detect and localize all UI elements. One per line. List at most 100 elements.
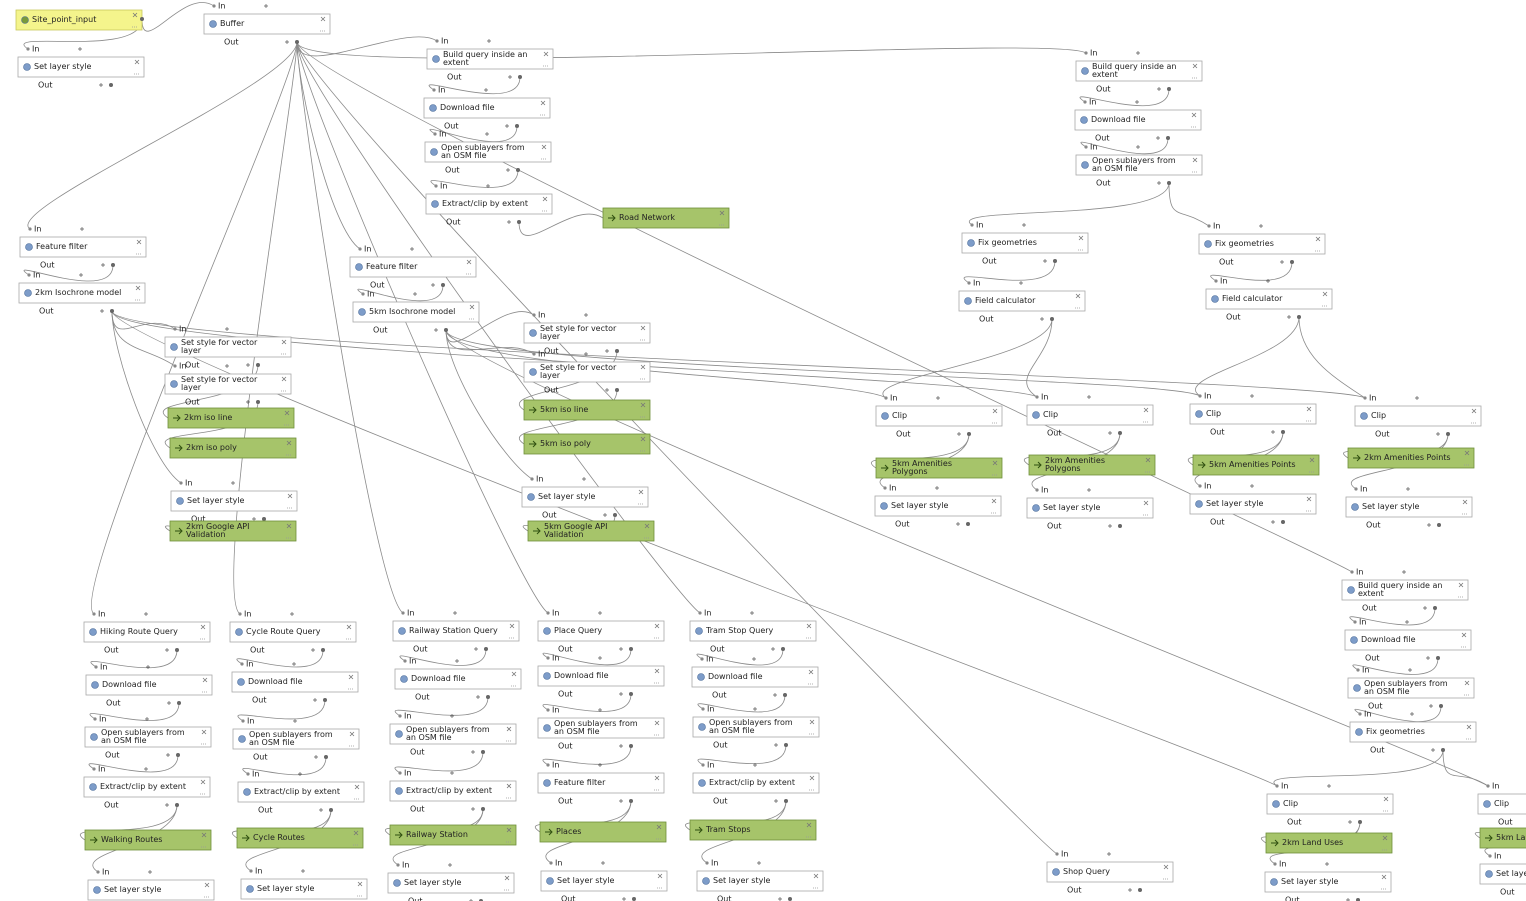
node-box bbox=[1205, 288, 1333, 310]
out-port bbox=[1439, 704, 1443, 708]
close-icon bbox=[644, 523, 650, 529]
node-label-box: Set style for vector layer bbox=[540, 364, 616, 380]
expand-icon bbox=[1259, 224, 1263, 228]
close-icon bbox=[132, 12, 138, 18]
node-box bbox=[691, 666, 819, 688]
node-box bbox=[1344, 629, 1472, 651]
node-label-box: Walking Routes bbox=[101, 836, 162, 844]
expand-icon bbox=[774, 799, 778, 803]
out-port bbox=[1167, 87, 1171, 91]
in-label: In bbox=[1061, 850, 1068, 859]
out-label: Out bbox=[191, 515, 206, 524]
model-node: Extract/clip by extent In Out bbox=[692, 761, 820, 806]
node-box bbox=[1354, 405, 1482, 427]
output-icon bbox=[533, 527, 541, 535]
connection bbox=[1195, 316, 1300, 397]
close-icon bbox=[1143, 500, 1149, 506]
out-port bbox=[256, 400, 260, 404]
expand-icon bbox=[778, 897, 782, 901]
output-icon bbox=[173, 414, 181, 422]
node-box bbox=[203, 13, 331, 35]
node-box bbox=[692, 716, 820, 738]
node-label-box: 2km Amenities Polygons bbox=[1045, 457, 1105, 473]
node-label-box: Set layer style bbox=[891, 502, 948, 510]
algorithm-icon bbox=[23, 63, 31, 71]
expand-icon bbox=[752, 657, 756, 661]
out-port bbox=[1297, 315, 1301, 319]
in-label: In bbox=[244, 610, 251, 619]
node-label: 5km Amenities Polygons bbox=[892, 459, 952, 476]
in-label: In bbox=[552, 706, 559, 715]
node-label: Site_point_input bbox=[32, 15, 97, 24]
in-port bbox=[884, 396, 888, 400]
in-port bbox=[435, 39, 439, 43]
out-label: Out bbox=[105, 751, 120, 760]
in-label: In bbox=[1041, 393, 1048, 402]
out-port bbox=[518, 75, 522, 79]
algorithm-icon bbox=[1052, 868, 1060, 876]
node-label: Set style for vector layer bbox=[181, 338, 258, 355]
algorithm-icon bbox=[1351, 503, 1359, 511]
algorithm-icon bbox=[1081, 67, 1089, 75]
in-label: In bbox=[179, 362, 186, 371]
in-label: In bbox=[1204, 482, 1211, 491]
expand-icon bbox=[598, 763, 602, 767]
expand-icon bbox=[1135, 100, 1139, 104]
node-label-box: Tram Stops bbox=[706, 826, 751, 834]
in-port bbox=[403, 659, 407, 663]
node-label: Download file bbox=[1361, 635, 1416, 644]
in-label: In bbox=[1369, 394, 1376, 403]
model-node: 5km iso poly bbox=[523, 433, 651, 455]
algorithm-icon bbox=[527, 493, 535, 501]
close-icon bbox=[1462, 499, 1468, 505]
expand-icon bbox=[1040, 317, 1044, 321]
out-label: Out bbox=[410, 805, 425, 814]
in-label: In bbox=[33, 271, 40, 280]
in-port bbox=[1214, 279, 1218, 283]
expand-icon bbox=[598, 656, 602, 660]
in-port bbox=[240, 662, 244, 666]
expand-icon bbox=[319, 808, 323, 812]
node-box bbox=[1046, 861, 1174, 883]
node-box bbox=[85, 674, 213, 696]
close-icon bbox=[640, 436, 646, 442]
close-icon bbox=[1145, 457, 1151, 463]
expand-icon bbox=[246, 363, 250, 367]
out-label: Out bbox=[1226, 313, 1241, 322]
model-node: Set layer style In Out bbox=[521, 475, 649, 520]
expand-icon bbox=[413, 292, 417, 296]
in-port bbox=[1083, 100, 1087, 104]
in-port bbox=[398, 771, 402, 775]
node-box bbox=[84, 829, 212, 851]
expand-icon bbox=[1136, 51, 1140, 55]
node-label-box: Field calculator bbox=[975, 297, 1035, 305]
expand-icon bbox=[1402, 570, 1406, 574]
out-label: Out bbox=[408, 897, 423, 901]
expand-icon bbox=[956, 522, 960, 526]
in-port bbox=[546, 611, 550, 615]
in-port bbox=[701, 763, 705, 767]
close-icon bbox=[201, 832, 207, 838]
close-icon bbox=[1306, 496, 1312, 502]
node-label: 5km Land Uses bbox=[1496, 833, 1526, 842]
output-icon bbox=[695, 826, 703, 834]
out-label: Out bbox=[544, 347, 559, 356]
close-icon bbox=[1461, 632, 1467, 638]
expand-icon bbox=[753, 707, 757, 711]
connection bbox=[357, 284, 444, 302]
model-node: Extract/clip by extent In Out bbox=[83, 765, 211, 810]
in-label: In bbox=[1492, 782, 1499, 791]
expand-icon bbox=[605, 349, 609, 353]
expand-icon bbox=[99, 83, 103, 87]
close-icon bbox=[1464, 680, 1470, 686]
in-port bbox=[701, 707, 705, 711]
output-icon bbox=[1353, 454, 1361, 462]
model-node: 5km Amenities Polygons bbox=[875, 457, 1003, 479]
algorithm-icon bbox=[543, 627, 551, 635]
node-label: Download file bbox=[708, 672, 763, 681]
node-box bbox=[83, 621, 211, 643]
in-port bbox=[432, 88, 436, 92]
algorithm-icon bbox=[93, 886, 101, 894]
node-label-box: Shop Query bbox=[1063, 868, 1110, 876]
out-label: Out bbox=[544, 386, 559, 395]
